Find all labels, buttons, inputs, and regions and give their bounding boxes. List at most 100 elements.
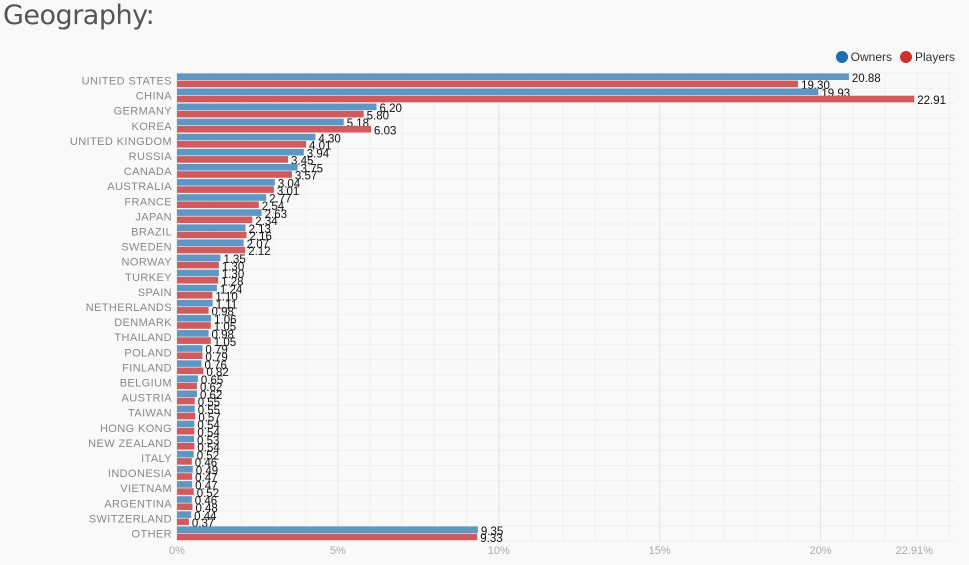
value-label-owners: 0.55 [198, 405, 220, 417]
bar-owners [177, 179, 275, 186]
value-label-players: 1.30 [222, 261, 244, 273]
value-label-owners: 0.62 [200, 390, 222, 402]
bar-owners [177, 330, 209, 337]
bar-players [177, 80, 799, 88]
owners-swatch-icon [835, 51, 848, 63]
category-label: SWITZERLAND [89, 513, 172, 525]
bar-players [177, 156, 289, 163]
bar-players [177, 412, 196, 420]
value-label-players: 0.48 [195, 503, 217, 515]
bar-owners [177, 194, 267, 201]
bar-players [177, 427, 195, 435]
players-swatch-icon [899, 51, 912, 63]
value-label-owners: 3.75 [301, 164, 323, 176]
bar-players [177, 488, 194, 495]
category-label: JAPAN [135, 211, 172, 223]
bar-players [177, 518, 189, 526]
value-label-owners: 2.07 [247, 239, 269, 251]
bar-owners [177, 88, 819, 96]
bar-owners [177, 435, 195, 443]
bar-players [177, 171, 292, 178]
value-label-players: 0.47 [195, 473, 217, 485]
value-label-players: 6.03 [374, 125, 396, 137]
value-label-players: 1.10 [215, 292, 237, 304]
bar-owners [177, 239, 244, 247]
bar-players [177, 367, 204, 375]
bar-owners [177, 164, 298, 171]
value-label-owners: 0.79 [205, 345, 227, 357]
value-label-players: 1.28 [221, 276, 243, 288]
bar-players [177, 397, 195, 405]
value-label-owners: 3.94 [307, 148, 330, 160]
bar-players [177, 307, 209, 314]
category-label: OTHER [132, 529, 173, 541]
category-label: TURKEY [125, 272, 172, 284]
category-label: NORWAY [122, 257, 173, 269]
value-label-owners: 1.06 [214, 315, 236, 327]
value-label-players: 0.98 [212, 307, 234, 319]
category-label: CHINA [136, 91, 172, 103]
x-tick-label: 15% [649, 545, 671, 557]
bar-owners [177, 73, 849, 80]
value-label-owners: 0.44 [194, 511, 217, 523]
bar-owners [177, 481, 193, 488]
category-label: FINLAND [122, 362, 172, 374]
value-label-players: 0.82 [206, 367, 228, 379]
value-label-owners: 1.24 [220, 284, 243, 296]
value-label-owners: 0.47 [195, 481, 217, 493]
category-label: SPAIN [138, 287, 172, 299]
bar-owners [177, 375, 198, 382]
bar-owners [177, 496, 192, 503]
value-label-owners: 2.77 [269, 194, 291, 206]
bar-players [177, 533, 478, 541]
value-label-owners: 4.30 [318, 133, 340, 145]
bar-players [177, 503, 193, 510]
bar-owners [177, 511, 192, 518]
bar-players [177, 141, 307, 148]
value-label-players: 3.57 [295, 171, 317, 183]
value-label-owners: 6.20 [380, 103, 402, 115]
bar-players [177, 443, 195, 450]
legend-item-owners[interactable]: Owners [835, 50, 892, 64]
bar-players [177, 216, 253, 224]
bar-owners [177, 345, 203, 352]
value-label-owners: 0.54 [197, 420, 220, 432]
value-label-players: 0.62 [200, 382, 222, 394]
value-label-players: 0.57 [198, 412, 220, 424]
x-tick-label: 22.91% [896, 545, 934, 557]
value-label-owners: 0.53 [197, 435, 219, 447]
bar-owners [177, 299, 213, 307]
x-tick-label: 5% [330, 545, 346, 557]
category-label: AUSTRALIA [107, 181, 172, 193]
value-label-owners: 9.35 [481, 526, 503, 538]
category-label: INDONESIA [108, 468, 172, 480]
bar-owners [177, 360, 202, 367]
bar-players [177, 201, 259, 208]
bar-owners [177, 390, 197, 398]
bar-owners [177, 133, 316, 141]
bar-players [177, 125, 372, 133]
bar-players [177, 186, 274, 193]
value-label-players: 5.80 [367, 110, 389, 122]
bar-players [177, 110, 364, 118]
value-label-owners: 0.98 [212, 330, 234, 342]
bar-players [177, 322, 211, 329]
legend-item-players[interactable]: Players [899, 50, 955, 64]
value-label-players: 22.91 [917, 95, 946, 107]
chart-legend: Owners Players [835, 50, 955, 64]
value-label-owners: 2.13 [249, 224, 271, 236]
value-label-players: 0.52 [197, 488, 219, 500]
category-label: HONG KONG [100, 423, 172, 435]
value-label-players: 2.16 [250, 231, 272, 243]
bar-owners [177, 405, 195, 413]
bar-players [177, 261, 219, 269]
bar-owners [177, 420, 195, 428]
value-label-players: 3.01 [277, 186, 299, 198]
page-title: Geography: [3, 0, 155, 31]
category-label: TAIWAN [128, 408, 172, 420]
bar-owners [177, 450, 194, 458]
bar-players [177, 473, 193, 480]
value-label-owners: 20.88 [852, 73, 881, 85]
bar-players [177, 337, 211, 344]
value-label-owners: 1.30 [222, 269, 244, 281]
